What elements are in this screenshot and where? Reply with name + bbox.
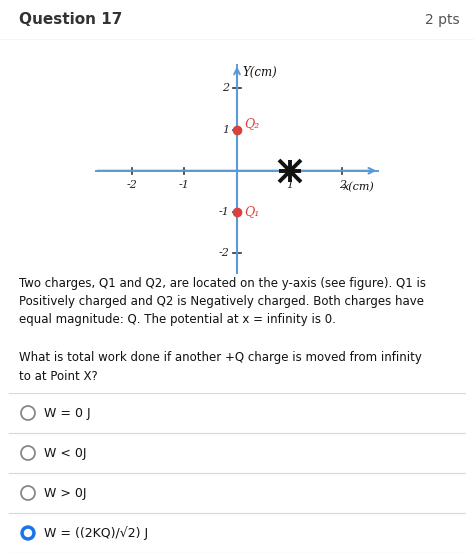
Text: -2: -2 — [218, 248, 229, 258]
Text: Y(cm): Y(cm) — [242, 66, 277, 79]
Text: W > 0J: W > 0J — [44, 487, 86, 499]
Text: W = ((2KQ)/√2) J: W = ((2KQ)/√2) J — [44, 526, 148, 540]
Text: Q₁: Q₁ — [244, 205, 259, 218]
Text: W < 0J: W < 0J — [44, 446, 86, 460]
Text: Question 17: Question 17 — [19, 13, 122, 28]
Text: x(cm): x(cm) — [343, 182, 375, 192]
Circle shape — [21, 526, 35, 540]
Text: Q₂: Q₂ — [244, 117, 259, 130]
Text: -1: -1 — [218, 207, 229, 217]
Text: -1: -1 — [179, 180, 190, 190]
Text: 1: 1 — [222, 124, 229, 134]
Text: 1: 1 — [286, 180, 293, 190]
Text: What is total work done if another +Q charge is moved from infinity
to at Point : What is total work done if another +Q ch… — [19, 351, 422, 383]
Circle shape — [25, 530, 31, 536]
Text: 2: 2 — [222, 84, 229, 93]
Text: W = 0 J: W = 0 J — [44, 406, 91, 420]
Text: 2: 2 — [339, 180, 346, 190]
Text: 2 pts: 2 pts — [425, 13, 460, 27]
Text: -2: -2 — [126, 180, 137, 190]
Text: Two charges, Q1 and Q2, are located on the y-axis (see figure). Q1 is
Positively: Two charges, Q1 and Q2, are located on t… — [19, 276, 426, 326]
